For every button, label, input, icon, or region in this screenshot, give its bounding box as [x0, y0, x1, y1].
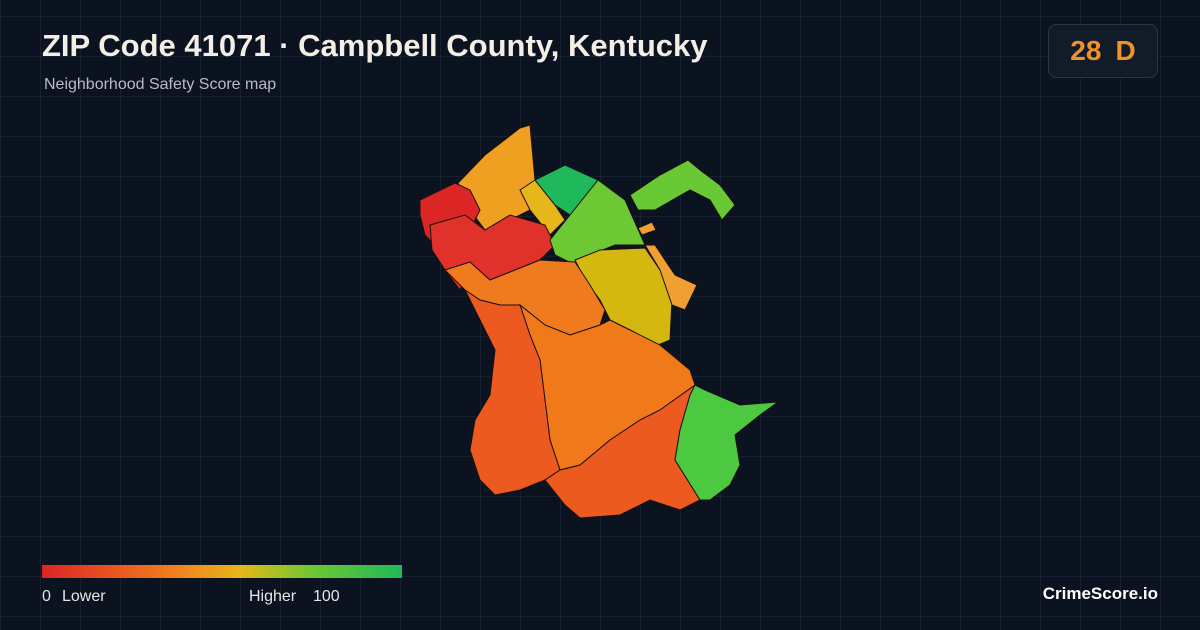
title: ZIP Code 41071 · Campbell County, Kentuc… — [42, 28, 708, 63]
brand: CrimeScore.io — [1042, 584, 1158, 603]
legend-gradient — [42, 565, 402, 578]
legend-max: 100 — [313, 588, 340, 605]
legend-min-label: Lower — [62, 588, 106, 605]
legend-min: 0 — [42, 588, 51, 605]
region — [674, 384, 780, 501]
region — [644, 244, 698, 311]
score-badge: 28 D — [1048, 24, 1158, 78]
score: 28 — [1070, 35, 1102, 66]
region — [629, 159, 736, 221]
region — [637, 221, 657, 236]
legend-max-label: Higher — [249, 588, 297, 605]
grade: D — [1115, 35, 1136, 66]
subtitle: Neighborhood Safety Score map — [44, 76, 277, 93]
